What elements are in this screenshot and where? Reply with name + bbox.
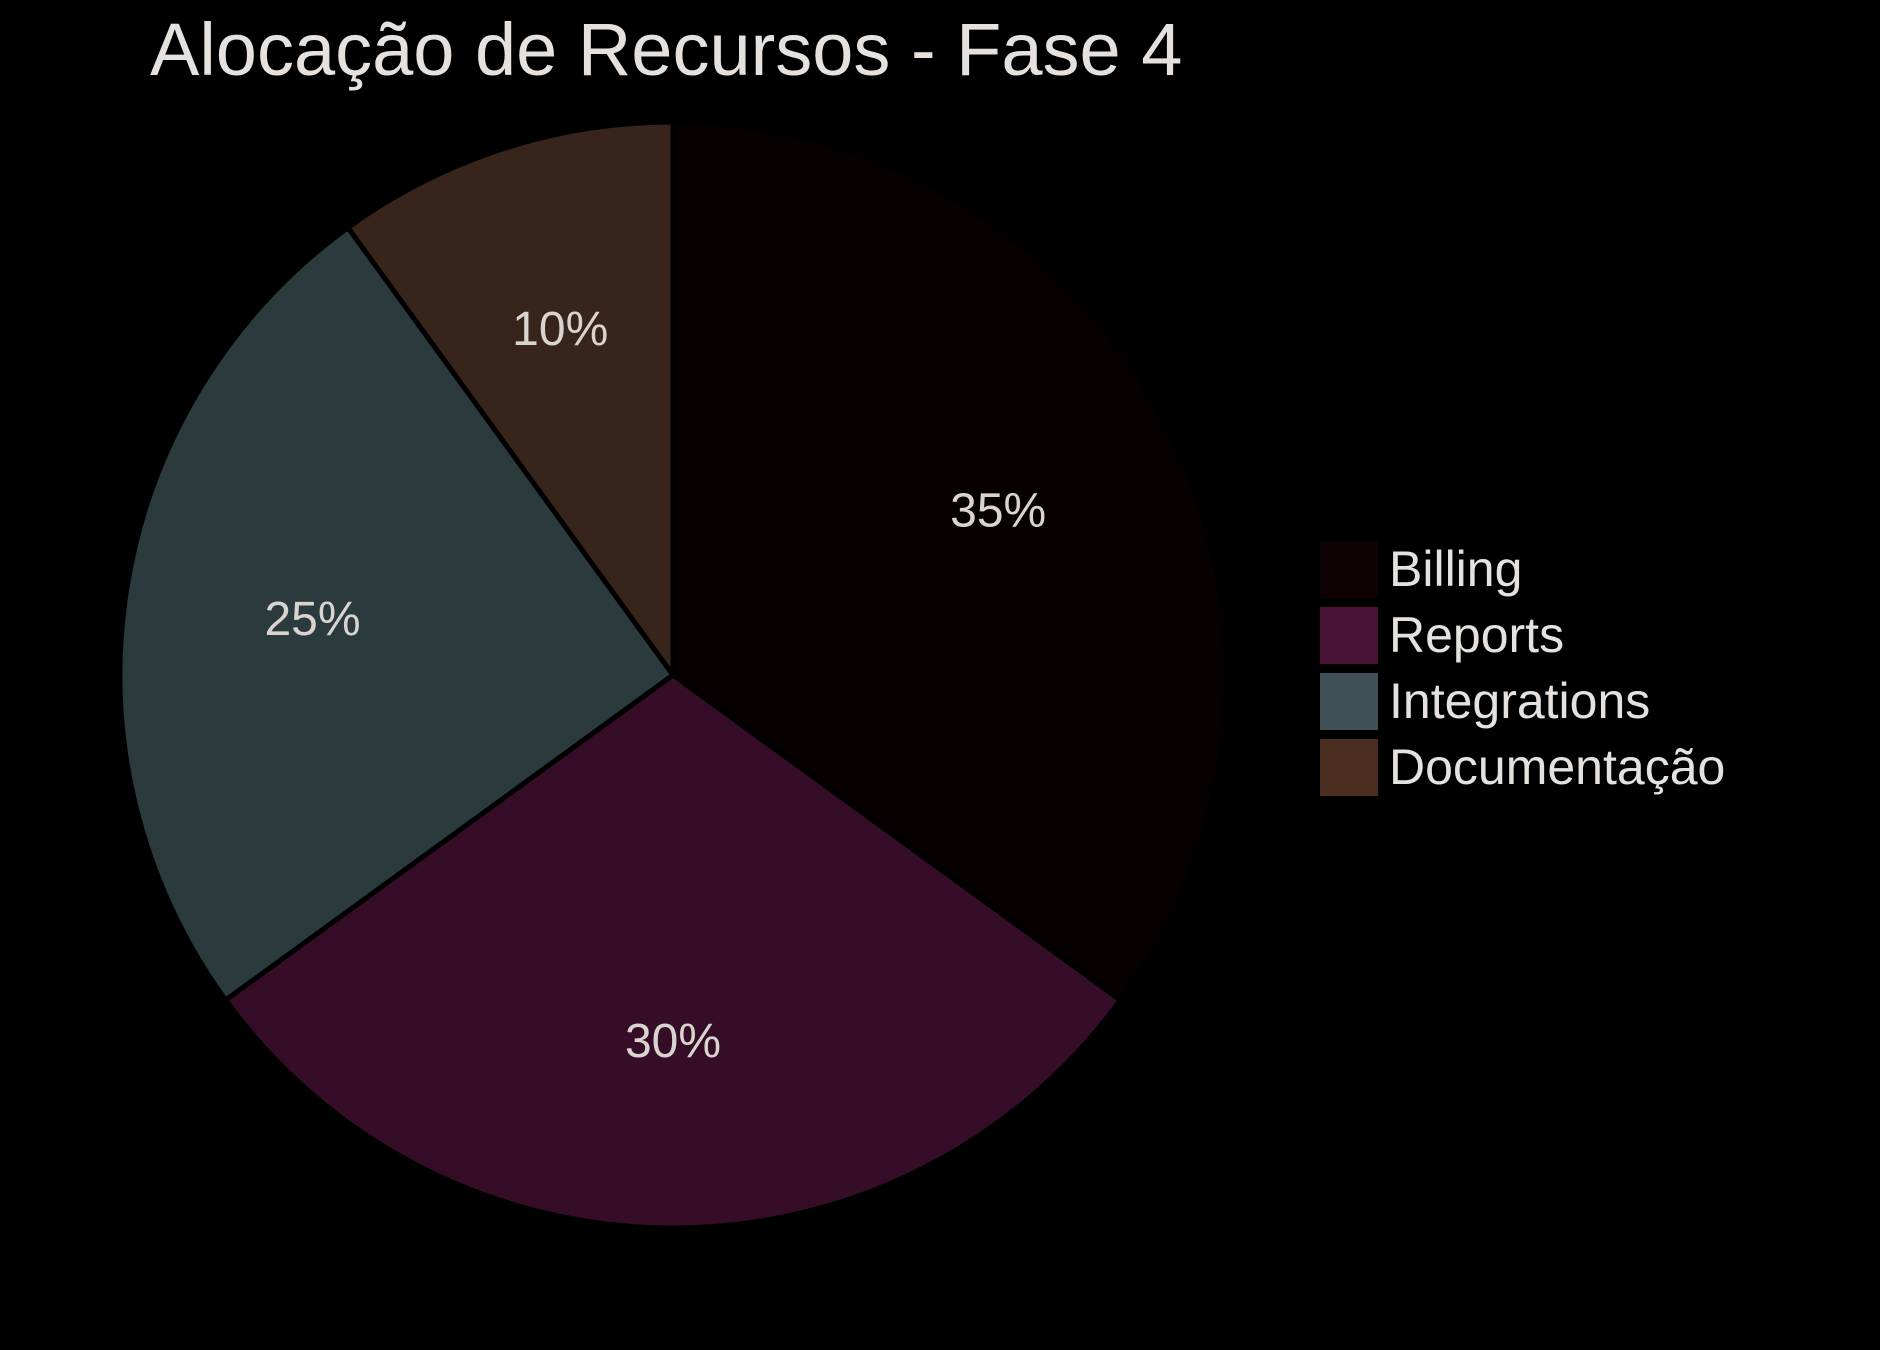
slice-label-billing: 35% — [950, 484, 1046, 537]
slice-label-integrations: 25% — [264, 593, 360, 646]
legend: Billing Reports Integrations Documentação — [1320, 541, 1725, 796]
legend-swatch-integrations — [1320, 673, 1378, 730]
pie-slice-labels: 35% 30% 25% 10% — [264, 303, 1046, 1068]
pie-slices — [117, 119, 1229, 1231]
legend-swatch-documentacao — [1320, 739, 1378, 796]
slice-label-documentacao: 10% — [512, 303, 608, 356]
legend-swatch-reports — [1320, 607, 1378, 664]
legend-label-reports: Reports — [1389, 607, 1564, 663]
pie-slice-billing — [670, 119, 1229, 1003]
legend-label-integrations: Integrations — [1389, 673, 1650, 729]
legend-swatch-billing — [1320, 541, 1378, 598]
chart-title: Alocação de Recursos - Fase 4 — [150, 8, 1182, 91]
slice-label-reports: 30% — [625, 1015, 721, 1068]
legend-label-billing: Billing — [1389, 541, 1522, 597]
pie-slice-integrations — [117, 225, 676, 1003]
pie-slice-reports — [223, 672, 1123, 1231]
pie-slice-documentacao — [345, 119, 676, 678]
legend-label-documentacao: Documentação — [1389, 739, 1725, 795]
